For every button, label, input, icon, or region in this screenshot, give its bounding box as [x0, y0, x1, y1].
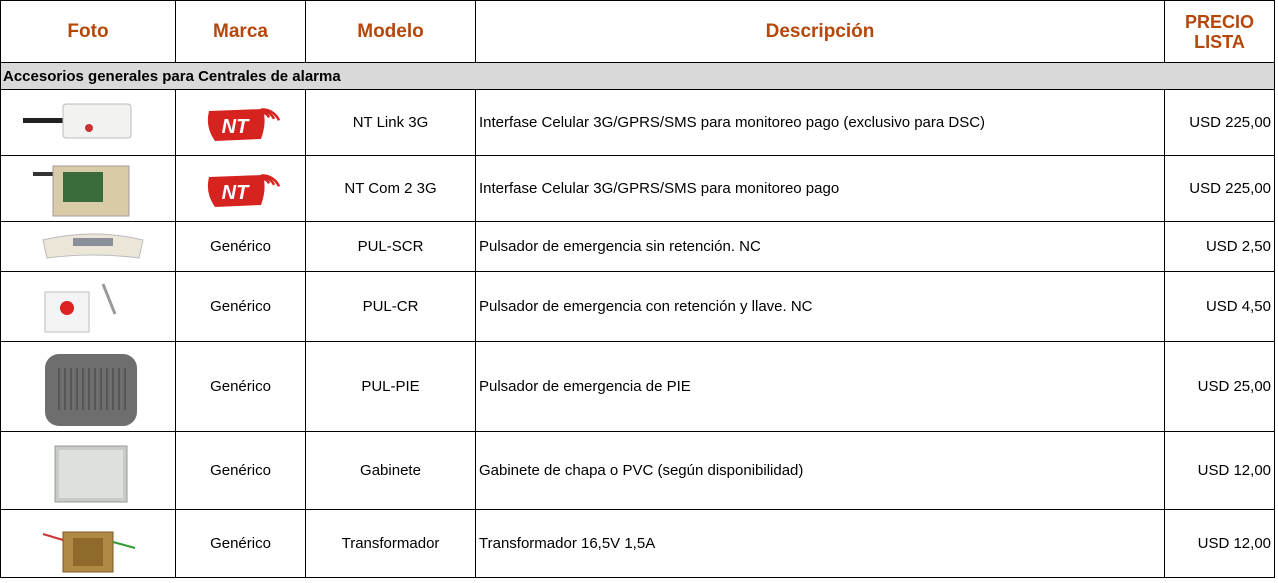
- product-photo: [44, 282, 117, 332]
- logo-shape: [207, 108, 265, 141]
- product-row: Genérico PUL-SCR Pulsador de emergencia si…: [0, 221, 1275, 272]
- brand: Genérico: [175, 271, 306, 342]
- brand-logo: NT: [207, 173, 280, 207]
- description: Interfase Celular 3G/GPRS/SMS para monit…: [475, 89, 1165, 156]
- description: Pulsador de emergencia con retención y l…: [475, 271, 1165, 342]
- column-header: Foto: [0, 0, 176, 63]
- logo-wave: [260, 176, 270, 184]
- model: PUL-PIE: [305, 341, 476, 432]
- model: NT Link 3G: [305, 89, 476, 156]
- header-row: Foto Marca Modelo Descripción PRECIO LISTA: [0, 0, 1275, 63]
- photo-cell: [0, 221, 176, 272]
- description: Transformador 16,5V 1,5A: [475, 509, 1165, 578]
- product-row: Genérico Transformador Transformador 16,5V…: [0, 509, 1275, 578]
- photo-shape: [63, 171, 103, 202]
- model: Gabinete: [305, 431, 476, 510]
- model: PUL-SCR: [305, 221, 476, 272]
- product-photo: [42, 531, 136, 572]
- photo-shape: [60, 300, 74, 315]
- description: Pulsador de emergencia sin retención. NC: [475, 221, 1165, 272]
- product-row: Genérico Gabinete Gabinete de chapa o PVC …: [0, 431, 1275, 510]
- logo-wave: [260, 173, 280, 187]
- description: Pulsador de emergencia de PIE: [475, 341, 1165, 432]
- column-header: PRECIO LISTA: [1164, 0, 1275, 63]
- brand-logo: NT: [207, 107, 280, 141]
- model: NT Com 2 3G: [305, 155, 476, 222]
- section-title: Accesorios generales para Centrales de a…: [0, 62, 1275, 90]
- product-photo: [45, 353, 137, 426]
- photo-shape: [62, 103, 132, 138]
- photo-cell: [0, 89, 176, 156]
- brand: Genérico: [175, 509, 306, 578]
- logo-wave: [260, 175, 275, 185]
- product-photo: [33, 165, 130, 216]
- photo-shape: [73, 237, 113, 246]
- price: USD 25,00: [1164, 341, 1275, 432]
- model: PUL-CR: [305, 271, 476, 342]
- section-row: Accesorios generales para Centrales de a…: [0, 62, 1275, 90]
- column-header: Modelo: [305, 0, 476, 63]
- brand-logo-cell: NT: [175, 89, 306, 156]
- logo-wave: [260, 109, 275, 119]
- price: USD 12,00: [1164, 509, 1275, 578]
- photo-shape: [112, 540, 136, 549]
- column-header: Marca: [175, 0, 306, 63]
- photo-shape: [101, 282, 117, 315]
- price: USD 4,50: [1164, 271, 1275, 342]
- product-row: Genérico PUL-CR Pulsador de emergencia con…: [0, 271, 1275, 342]
- photo-shape: [85, 123, 93, 132]
- brand: Genérico: [175, 431, 306, 510]
- price: USD 2,50: [1164, 221, 1275, 272]
- photo-shape: [23, 117, 63, 123]
- photo-cell: [0, 431, 176, 510]
- description: Interfase Celular 3G/GPRS/SMS para monit…: [475, 155, 1165, 222]
- logo-text: NT: [221, 182, 249, 204]
- product-row: NT NT Com 2 3G Interfase Celular 3G/GPRS/S…: [0, 155, 1275, 222]
- photo-cell: [0, 509, 176, 578]
- price: USD 225,00: [1164, 89, 1275, 156]
- photo-shape: [42, 233, 144, 259]
- photo-shape: [42, 532, 64, 541]
- logo-wave: [260, 110, 270, 118]
- logo-wave: [260, 107, 280, 121]
- logo-text: NT: [221, 116, 249, 138]
- photo-shape: [73, 537, 103, 566]
- column-header: Descripción: [475, 0, 1165, 63]
- brand-logo-cell: NT: [175, 155, 306, 222]
- photo-shape: [33, 171, 55, 176]
- brand: Genérico: [175, 341, 306, 432]
- price: USD 12,00: [1164, 431, 1275, 510]
- model: Transformador: [305, 509, 476, 578]
- brand: Genérico: [175, 221, 306, 272]
- product-photo: [23, 103, 132, 138]
- product-row: NT NT Link 3G Interfase Celular 3G/GPRS/SM…: [0, 89, 1275, 156]
- price: USD 225,00: [1164, 155, 1275, 222]
- photo-cell: [0, 341, 176, 432]
- photo-cell: [0, 271, 176, 342]
- product-row: Genérico PUL-PIE Pulsador de emergencia de…: [0, 341, 1275, 432]
- logo-shape: [207, 174, 265, 207]
- description: Gabinete de chapa o PVC (según disponibi…: [475, 431, 1165, 510]
- product-photo: [42, 233, 144, 259]
- photo-shape: [59, 449, 123, 498]
- product-photo: [54, 445, 128, 502]
- photo-cell: [0, 155, 176, 222]
